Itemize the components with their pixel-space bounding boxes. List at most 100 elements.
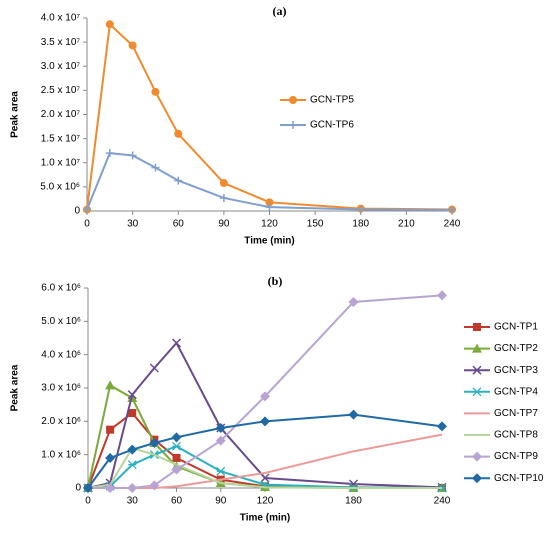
- legend-label: GCN-TP5: [310, 95, 354, 106]
- x-tick-label: 210: [398, 219, 415, 230]
- marker: [472, 343, 482, 353]
- marker: [149, 438, 160, 448]
- y-tick-label: 0: [75, 483, 81, 494]
- x-tick-label: 180: [345, 496, 362, 507]
- x-tick-label: 60: [171, 496, 183, 507]
- x-tick-label: 60: [173, 219, 185, 230]
- marker: [128, 409, 137, 417]
- marker: [219, 193, 228, 202]
- y-tick-label: 6.0 x 10⁶: [41, 283, 81, 294]
- marker: [149, 363, 159, 373]
- marker: [171, 432, 182, 443]
- marker: [348, 409, 359, 420]
- y-tick-label: 1.5 x 10⁷: [41, 133, 81, 144]
- x-tick-label: 30: [127, 496, 139, 507]
- y-tick-label: 0: [74, 206, 80, 217]
- legend-label: GCN-TP2: [494, 343, 538, 354]
- y-tick-label: 4.0 x 10⁶: [41, 349, 81, 360]
- x-tick-label: 240: [434, 496, 451, 507]
- marker: [149, 480, 160, 491]
- y-axis-label: Peak area: [10, 364, 21, 411]
- x-tick-label: 0: [84, 219, 90, 230]
- marker: [472, 451, 482, 462]
- marker: [171, 464, 182, 475]
- marker: [151, 87, 160, 96]
- series-line: [86, 22, 453, 211]
- legend-label: GCN-TP7: [494, 408, 538, 419]
- marker: [105, 149, 114, 158]
- x-tick-label: 90: [218, 219, 230, 230]
- marker: [174, 129, 183, 138]
- marker: [448, 206, 456, 215]
- marker: [289, 96, 297, 104]
- marker: [151, 163, 160, 172]
- marker: [348, 297, 359, 307]
- x-tick-label: 30: [127, 219, 139, 230]
- legend-label: GCN-TP3: [494, 365, 538, 376]
- marker: [172, 441, 181, 451]
- marker: [105, 483, 116, 493]
- x-tick-label: 180: [352, 219, 369, 230]
- marker: [260, 391, 270, 402]
- y-tick-label: 4.0 x 10⁷: [41, 13, 81, 24]
- x-tick-label: 120: [261, 219, 278, 230]
- y-tick-label: 5.0 x 10⁶: [40, 182, 80, 193]
- marker: [216, 466, 226, 476]
- chart-title: (a): [273, 4, 287, 18]
- marker: [172, 454, 181, 462]
- marker: [215, 435, 226, 446]
- y-tick-label: 1.0 x 10⁶: [41, 449, 81, 460]
- x-tick-label: 240: [444, 219, 461, 230]
- marker: [437, 290, 447, 301]
- y-tick-label: 2.0 x 10⁷: [41, 109, 81, 120]
- marker: [127, 444, 138, 455]
- legend-label: GCN-TP1: [494, 322, 538, 333]
- marker: [219, 179, 228, 188]
- marker: [83, 205, 91, 214]
- chart-title: (b): [268, 274, 283, 288]
- marker: [265, 198, 274, 207]
- marker: [472, 473, 482, 484]
- y-tick-label: 3.0 x 10⁷: [41, 61, 81, 72]
- y-tick-label: 2.0 x 10⁶: [41, 416, 81, 427]
- legend-label: GCN-TP4: [494, 386, 538, 397]
- legend-label: GCN-TP9: [494, 451, 538, 462]
- marker: [105, 380, 116, 390]
- marker: [105, 20, 114, 29]
- x-axis-label: Time (min): [240, 513, 290, 524]
- x-tick-label: 0: [85, 496, 91, 507]
- y-tick-label: 3.5 x 10⁷: [41, 37, 81, 48]
- x-tick-label: 90: [215, 496, 227, 507]
- x-axis-label: Time (min): [244, 236, 294, 247]
- legend-label: GCN-TP10: [494, 473, 544, 484]
- marker: [472, 365, 482, 375]
- marker: [215, 423, 226, 433]
- y-tick-label: 3.0 x 10⁶: [41, 383, 81, 394]
- marker: [171, 338, 182, 348]
- y-tick-label: 2.5 x 10⁷: [41, 85, 81, 96]
- marker: [128, 41, 137, 50]
- marker: [106, 425, 115, 434]
- marker: [265, 203, 274, 212]
- y-axis-label: Peak area: [10, 91, 21, 138]
- marker: [83, 483, 93, 493]
- marker: [473, 323, 481, 331]
- marker: [437, 421, 447, 432]
- marker: [260, 416, 270, 427]
- marker: [356, 205, 365, 214]
- legend-label: GCN-TP6: [310, 120, 354, 131]
- x-tick-label: 120: [257, 496, 274, 507]
- marker: [289, 121, 297, 129]
- legend-label: GCN-TP8: [494, 430, 538, 441]
- y-tick-label: 1.0 x 10⁷: [41, 157, 81, 168]
- marker: [472, 387, 482, 397]
- marker: [260, 473, 270, 483]
- marker: [174, 176, 183, 185]
- series-line: [87, 445, 443, 489]
- marker: [128, 151, 137, 160]
- y-tick-label: 5.0 x 10⁶: [41, 316, 81, 327]
- x-tick-label: 150: [307, 219, 324, 230]
- marker: [105, 453, 116, 463]
- marker: [127, 390, 137, 400]
